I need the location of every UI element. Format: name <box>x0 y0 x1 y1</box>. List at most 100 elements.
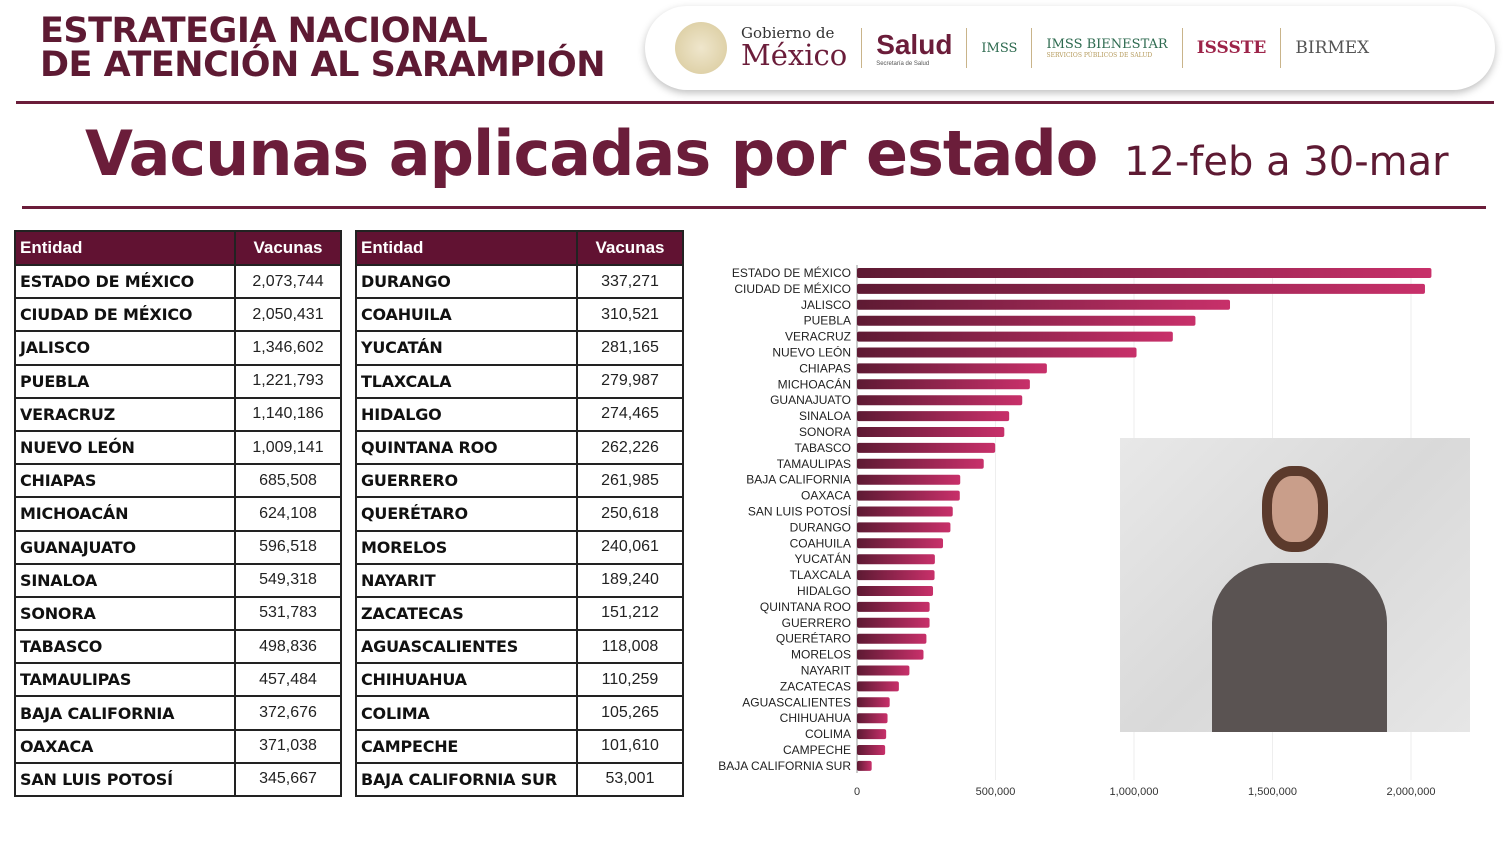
bar <box>857 697 890 708</box>
category-label: CIUDAD DE MÉXICO <box>734 281 851 296</box>
x-tick-label: 2,000,000 <box>1387 786 1436 798</box>
entity-cell: ESTADO DE MÉXICO <box>14 263 236 300</box>
vaccines-cell: 498,836 <box>234 629 342 665</box>
salud-sub: Secretaría de Salud <box>876 61 930 67</box>
category-label: NAYARIT <box>801 664 852 678</box>
header-entity: Entidad <box>14 230 236 266</box>
bar <box>857 586 934 596</box>
divider-line <box>16 101 1494 104</box>
bar <box>857 681 899 692</box>
institution-logos: Gobierno de México Salud Secretaría de Sal… <box>645 6 1495 90</box>
table-row: COLIMA 105,265 <box>355 695 684 731</box>
vaccines-cell: 1,346,602 <box>234 330 342 366</box>
table-row: QUERÉTARO 250,618 <box>355 496 684 532</box>
table-row: AGUASCALIENTES 118,008 <box>355 629 684 665</box>
vaccines-cell: 596,518 <box>234 529 342 565</box>
divider <box>1181 28 1183 68</box>
x-tick-label: 500,000 <box>976 786 1016 798</box>
category-label: QUERÉTARO <box>776 631 851 646</box>
entity-cell: QUERÉTARO <box>355 496 578 532</box>
vaccines-cell: 118,008 <box>576 629 684 665</box>
entity-cell: ZACATECAS <box>355 595 578 632</box>
entity-cell: HIDALGO <box>355 396 578 432</box>
vaccines-cell: 250,618 <box>576 496 684 532</box>
bar <box>857 283 1425 294</box>
vaccines-cell: 53,001 <box>576 761 684 798</box>
category-label: ZACATECAS <box>780 679 851 693</box>
category-label: GUANAJUATO <box>770 393 851 407</box>
bar <box>857 395 1023 406</box>
gobierno-logo: Gobierno de México <box>741 26 847 70</box>
bar <box>857 649 924 660</box>
table-row: VERACRUZ 1,140,186 <box>14 396 342 432</box>
vaccines-cell: 1,221,793 <box>234 363 342 399</box>
category-label: SONORA <box>799 425 851 439</box>
category-label: VERACRUZ <box>785 330 851 344</box>
category-label: SAN LUIS POTOSÍ <box>748 504 852 519</box>
table-row: SAN LUIS POTOSÍ 345,667 <box>14 761 342 798</box>
table-row: JALISCO 1,346,602 <box>14 330 342 366</box>
vaccines-cell: 240,061 <box>576 529 684 565</box>
bar <box>857 665 910 676</box>
table-row: MICHOACÁN 624,108 <box>14 496 342 532</box>
category-label: NUEVO LEÓN <box>772 345 851 360</box>
category-label: MORELOS <box>791 648 851 662</box>
entity-cell: VERACRUZ <box>14 396 236 432</box>
entity-cell: BAJA CALIFORNIA <box>14 695 236 731</box>
entity-cell: BAJA CALIFORNIA SUR <box>355 761 578 798</box>
entity-cell: YUCATÁN <box>355 330 578 366</box>
vaccines-cell: 274,465 <box>576 396 684 432</box>
category-label: ESTADO DE MÉXICO <box>732 265 851 280</box>
entity-cell: COAHUILA <box>355 297 578 333</box>
bar <box>857 442 996 453</box>
table-row: SINALOA 549,318 <box>14 562 342 598</box>
table-row: NUEVO LEÓN 1,009,141 <box>14 429 342 466</box>
vaccines-cell: 685,508 <box>234 463 342 499</box>
x-tick-label: 1,000,000 <box>1110 786 1159 798</box>
bar <box>857 458 984 469</box>
entity-cell: GUANAJUATO <box>14 529 236 565</box>
entity-cell: MICHOACÁN <box>14 496 236 532</box>
imss-bienestar-sub: SERVICIOS PÚBLICOS DE SALUD <box>1046 52 1153 59</box>
table-row: ESTADO DE MÉXICO 2,073,744 <box>14 263 342 300</box>
entity-cell: JALISCO <box>14 330 236 366</box>
entity-cell: SINALOA <box>14 562 236 598</box>
vaccines-cell: 624,108 <box>234 496 342 532</box>
table-row: CIUDAD DE MÉXICO 2,050,431 <box>14 297 342 333</box>
vaccines-cell: 279,987 <box>576 363 684 399</box>
bar <box>857 474 961 485</box>
national-seal-icon <box>675 22 727 74</box>
header-vaccines: Vacunas <box>576 230 684 266</box>
table-row: OAXACA 371,038 <box>14 728 342 764</box>
entity-cell: TABASCO <box>14 629 236 665</box>
vaccines-cell: 262,226 <box>576 429 684 466</box>
table-row: BAJA CALIFORNIA SUR 53,001 <box>355 761 684 798</box>
bar <box>857 617 930 628</box>
sign-language-interpreter-video <box>1120 438 1470 732</box>
imss-bienestar-text: IMSS BIENESTAR <box>1046 37 1168 52</box>
table-row: YUCATÁN 281,165 <box>355 330 684 366</box>
date-range: 12-feb a 30-mar <box>1123 139 1449 185</box>
entity-cell: SONORA <box>14 595 236 632</box>
category-label: CHIAPAS <box>799 361 851 375</box>
bar <box>857 760 872 771</box>
x-tick-label: 0 <box>854 786 860 798</box>
imss-logo: IMSS <box>981 40 1018 56</box>
bar <box>857 268 1432 278</box>
table-row: QUINTANA ROO 262,226 <box>355 429 684 466</box>
bar <box>857 363 1047 374</box>
table-row: TAMAULIPAS 457,484 <box>14 662 342 698</box>
bar <box>857 554 935 565</box>
bar <box>857 331 1173 342</box>
category-label: DURANGO <box>790 520 851 534</box>
divider <box>1280 28 1282 68</box>
category-label: OAXACA <box>801 489 851 503</box>
entity-cell: CAMPECHE <box>355 728 578 764</box>
entity-cell: CHIHUAHUA <box>355 662 578 698</box>
interpreter-figure <box>1212 563 1387 732</box>
vaccines-cell: 2,073,744 <box>234 263 342 300</box>
title-line-2: DE ATENCIÓN AL SARAMPIÓN <box>40 45 606 85</box>
category-label: SINALOA <box>799 409 851 423</box>
vaccines-cell: 1,140,186 <box>234 396 342 432</box>
x-tick-label: 1,500,000 <box>1248 786 1297 798</box>
